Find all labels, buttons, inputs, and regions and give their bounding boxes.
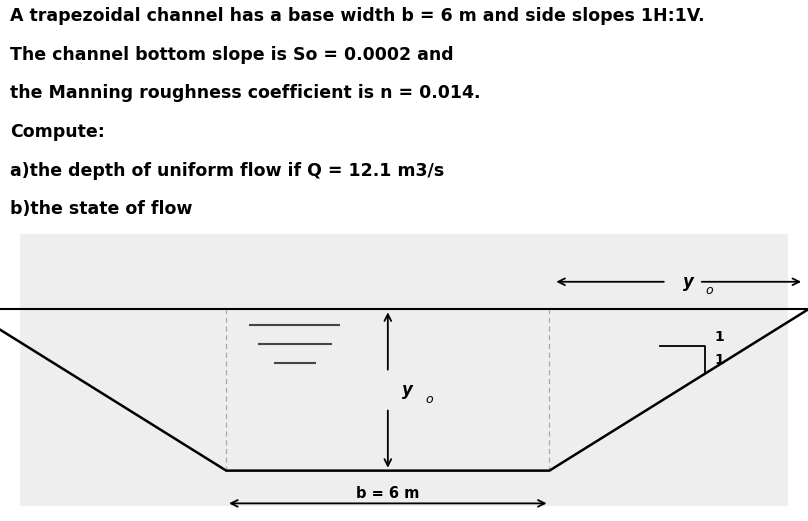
Text: the Manning roughness coefficient is n = 0.014.: the Manning roughness coefficient is n =… (10, 84, 480, 103)
Text: b = 6 m: b = 6 m (356, 486, 419, 501)
Text: 1: 1 (714, 330, 724, 344)
Text: o: o (705, 284, 713, 297)
Text: Compute:: Compute: (10, 123, 104, 141)
Text: y: y (402, 381, 413, 399)
Text: b)the state of flow: b)the state of flow (10, 201, 192, 218)
Text: y: y (683, 273, 693, 291)
Text: a)the depth of uniform flow if Q = 12.1 m3/s: a)the depth of uniform flow if Q = 12.1 … (10, 162, 444, 180)
Text: A trapezoidal channel has a base width b = 6 m and side slopes 1H:1V.: A trapezoidal channel has a base width b… (10, 7, 705, 25)
Text: o: o (425, 393, 432, 406)
Text: The channel bottom slope is So = 0.0002 and: The channel bottom slope is So = 0.0002 … (10, 46, 453, 64)
Text: 1: 1 (714, 353, 724, 367)
